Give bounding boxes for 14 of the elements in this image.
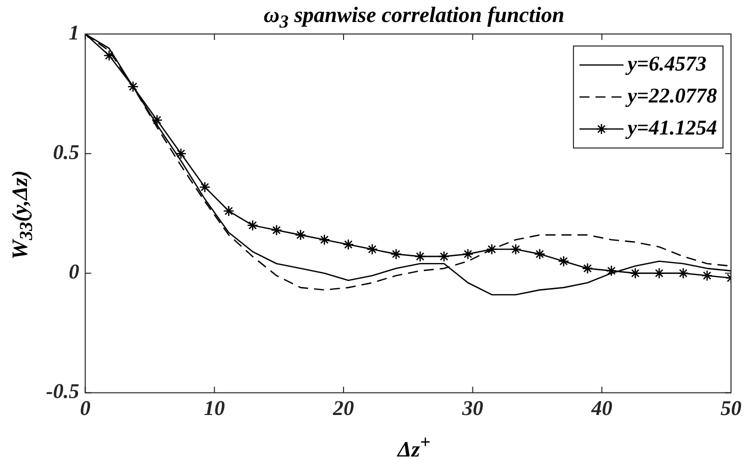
x-tick-label: 40	[590, 396, 613, 420]
y-tick-label: 0	[68, 260, 80, 284]
x-tick-label: 50	[720, 396, 742, 420]
x-axis-title: Δz$^{+}$	[396, 432, 432, 462]
legend-label: y=22.0778	[624, 83, 718, 108]
y-tick-label: -0.5	[46, 379, 80, 404]
x-tick-label: 30	[461, 396, 484, 420]
legend-label: y=41.1254	[624, 115, 718, 140]
x-tick-label: 10	[204, 396, 226, 420]
y-tick-label: 0.5	[52, 140, 80, 164]
chart-title: ω$_{3}$ spanwise correlation function	[262, 2, 566, 32]
y-tick-label: 1	[68, 20, 80, 44]
x-tick-label: 20	[332, 396, 355, 420]
legend-label: y=6.4573	[624, 51, 707, 76]
